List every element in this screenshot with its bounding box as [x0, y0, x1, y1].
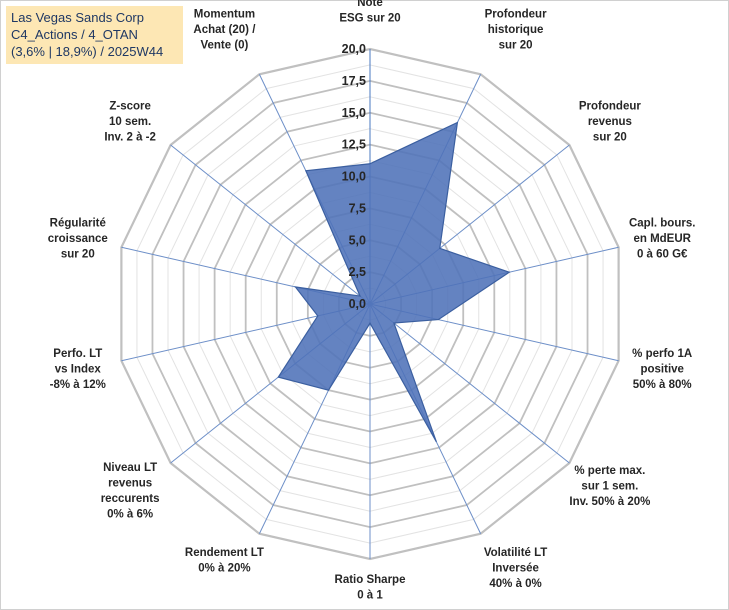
info-line-company: Las Vegas Sands Corp [11, 10, 144, 25]
tick-label: 15,0 [342, 106, 366, 120]
tick-label: 17,5 [342, 74, 366, 88]
axis-label: Profondeur revenus sur 20 [579, 101, 641, 144]
axis-label: % perfo 1A positive 50% à 80% [632, 348, 692, 391]
axis-label: Momentum Achat (20) / Vente (0) [193, 8, 256, 51]
axis-label: Capl. bours. en MdEUR 0 à 60 G€ [629, 218, 695, 261]
tick-label: 0,0 [349, 297, 366, 311]
axis-label: Perfo. LT vs Index -8% à 12% [50, 348, 106, 391]
axis-label: % perte max. sur 1 sem. Inv. 50% à 20% [569, 465, 650, 508]
tick-labels: 0,0 2,5 5,0 7,5 10,0 12,5 15,0 17,5 20,0 [342, 42, 366, 311]
axis-label: Z-score 10 sem. Inv. 2 à -2 [104, 101, 156, 144]
tick-label: 12,5 [342, 138, 366, 152]
tick-label: 7,5 [349, 201, 366, 215]
info-box: Las Vegas Sands Corp C4_Actions / 4_OTAN… [6, 6, 183, 64]
info-line-category: C4_Actions / 4_OTAN [11, 27, 138, 42]
series-area [277, 121, 511, 443]
axis-label: Ratio Sharpe 0 à 1 [335, 574, 406, 602]
tick-label: 20,0 [342, 42, 366, 56]
axis-label: Profondeur historique sur 20 [485, 8, 547, 51]
axis-label: Rendement LT 0% à 20% [185, 547, 264, 575]
info-line-stats: (3,6% | 18,9%) / 2025W44 [11, 44, 164, 59]
axis-label: Note ESG sur 20 [339, 0, 400, 25]
axis-labels: Note ESG sur 20 Profondeur historique sur 20… [48, 0, 696, 602]
tick-label: 5,0 [349, 233, 366, 247]
axis-label: Niveau LT revenus reccurents 0% à 6% [101, 462, 160, 521]
axis-label: Volatilité LT Inversée 40% à 0% [484, 547, 547, 590]
tick-label: 10,0 [342, 170, 366, 184]
axis-spoke [170, 144, 371, 305]
series-layer [277, 121, 511, 443]
tick-label: 2,5 [349, 265, 366, 279]
axis-spoke [369, 303, 570, 464]
axis-label: Régularité croissance sur 20 [48, 218, 108, 261]
